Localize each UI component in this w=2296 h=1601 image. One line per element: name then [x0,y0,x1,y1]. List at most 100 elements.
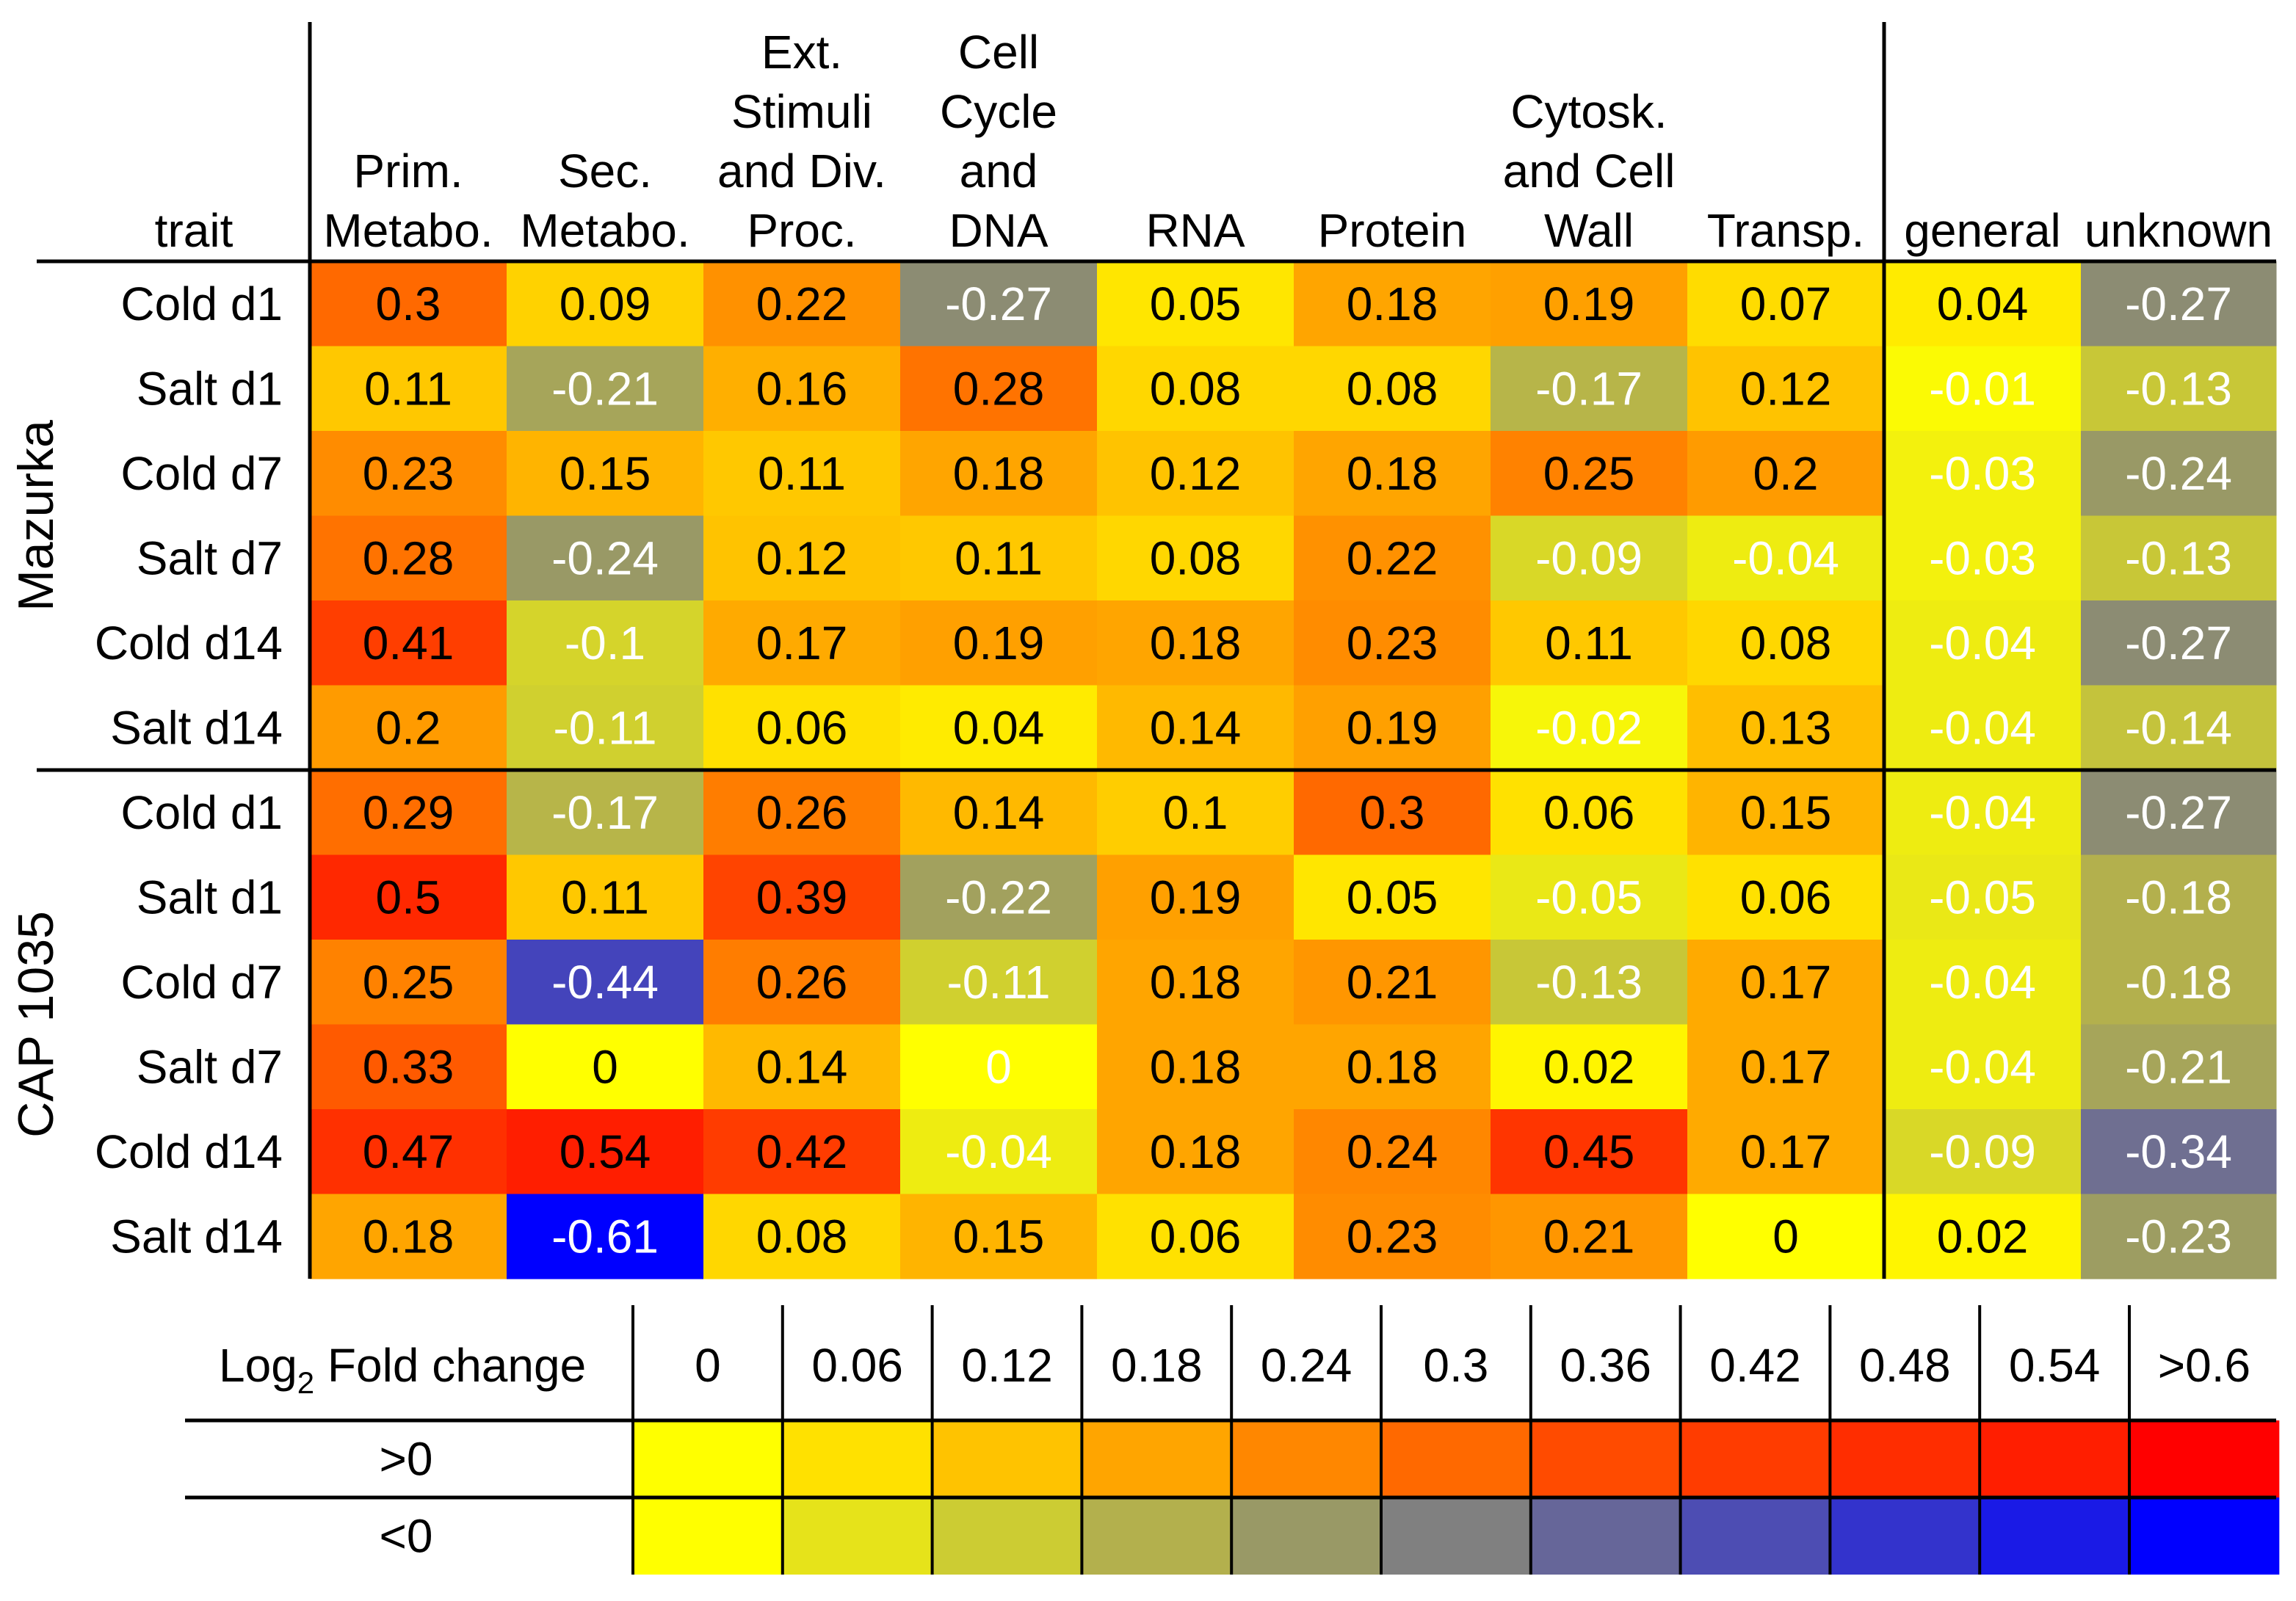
heatmap-cell [1097,1024,1294,1110]
heatmap-cell [1294,431,1491,516]
cell-value: -0.22 [945,871,1052,923]
cell-value: 0.06 [756,701,848,754]
legend-swatch-positive [1530,1420,1681,1497]
cell-value: 0.3 [1360,786,1425,839]
cell-value: -0.61 [551,1210,659,1263]
heatmap-cell [900,346,1098,432]
heatmap-cell [310,261,507,346]
heatmap-cell [1491,515,1688,601]
heatmap-cell [703,346,901,432]
heatmap-cell [1687,1109,1885,1194]
cell-value: 0.26 [756,956,848,1009]
heatmap-cell [900,1109,1098,1194]
cell-value: -0.09 [1929,1125,2036,1178]
heatmap-cell [1491,770,1688,855]
heatmap-cell [900,515,1098,601]
cell-value: 0.14 [953,786,1045,839]
cell-value: 0.25 [363,956,455,1009]
legend-tick: 0.42 [1709,1339,1801,1392]
legend-swatch-positive [932,1420,1082,1497]
heatmap-cell [1687,1194,1885,1279]
heatmap-cell [703,1024,901,1110]
cell-value: 0.5 [376,871,441,923]
cell-value: 0.06 [1150,1210,1242,1263]
cell-value: 0.18 [1150,1125,1242,1178]
legend-negative-label: <0 [380,1510,433,1563]
heatmap-cell [507,515,704,601]
legend-swatch-positive [1082,1420,1232,1497]
column-header: Sec. [558,145,652,197]
cell-value: 0.24 [1347,1125,1438,1178]
grid-lines [37,22,2276,1279]
heatmap-cell [1884,515,2082,601]
cell-value: 0 [985,1040,1012,1093]
cell-value: -0.04 [1929,956,2036,1009]
cell-value: -0.04 [1732,531,1839,584]
cell-value: 0.23 [1347,617,1438,669]
heatmap-cell [310,940,507,1025]
cell-value: 0.2 [1753,447,1819,500]
heatmap-cell [1687,685,1885,771]
cell-value: 0.18 [1347,277,1438,330]
heatmap-cell [1884,685,2082,771]
heatmap-cell [310,1024,507,1110]
cell-value: 0.2 [376,701,441,754]
heatmap-cell [900,1024,1098,1110]
heatmap-cell [1884,770,2082,855]
heatmap-cell [1884,1194,2082,1279]
column-header: Cytosk. [1510,85,1667,138]
legend-swatch-positive [633,1420,783,1497]
legend-tick: 0.3 [1423,1339,1488,1392]
group-label: Mazurka [8,420,64,611]
heatmap-cell [1294,685,1491,771]
legend-swatch-negative [1830,1497,1980,1575]
heatmap-cell [310,770,507,855]
row-label: Salt d1 [137,362,283,415]
cell-value: -0.24 [551,531,659,584]
heatmap-cell [1491,346,1688,432]
cell-value: 0.11 [364,362,452,415]
heatmap-cell [900,261,1098,346]
heatmap-cell [900,940,1098,1025]
cell-value: 0.19 [1543,277,1635,330]
heatmap-cell [1884,854,2082,940]
heatmap-cell [1491,1109,1688,1194]
legend-swatch-positive [1980,1420,2130,1497]
cell-value: -0.11 [946,956,1050,1009]
legend-swatch-positive [782,1420,933,1497]
cell-value: 0.14 [756,1040,848,1093]
column-header: Transp. [1707,204,1865,257]
heatmap-cell [1294,346,1491,432]
cell-value: 0.17 [1740,956,1832,1009]
row-label: Cold d1 [120,786,283,839]
heatmap-cell [1097,431,1294,516]
row-label: Cold d14 [95,617,283,669]
row-label: Salt d1 [137,871,283,923]
heatmap-cell [1884,1109,2082,1194]
column-header: general [1904,204,2061,257]
cell-value: 0.08 [1150,531,1242,584]
cell-value: -0.03 [1929,447,2036,500]
heatmap-cell [1097,600,1294,686]
legend-swatch-negative [1082,1497,1232,1575]
column-header: Prim. [353,145,463,197]
cell-value: 0 [1772,1210,1799,1263]
heatmap-cell [1884,940,2082,1025]
cell-value: -0.17 [1535,362,1643,415]
cell-value: -0.27 [2125,277,2232,330]
legend-swatch-positive [1830,1420,1980,1497]
cell-value: 0.39 [756,871,848,923]
legend-tick: 0.06 [811,1339,903,1392]
cell-value: 0.21 [1543,1210,1635,1263]
heatmap-cell [310,854,507,940]
heatmap-cell [2081,1194,2277,1279]
heatmap-cell-labels: 0.3 0.09 0.22 -0.27 0.05 0.18 0.19 0.07 0.04 -0.2… [363,277,2232,1263]
cell-value: -0.27 [945,277,1052,330]
cell-value: 0.05 [1347,871,1438,923]
heatmap-cell [507,261,704,346]
cell-value: 0.21 [1347,956,1438,1009]
heatmap-cell [507,1194,704,1279]
heatmap-cell [1491,685,1688,771]
cell-value: 0.13 [1740,701,1832,754]
heatmap-cell [703,431,901,516]
